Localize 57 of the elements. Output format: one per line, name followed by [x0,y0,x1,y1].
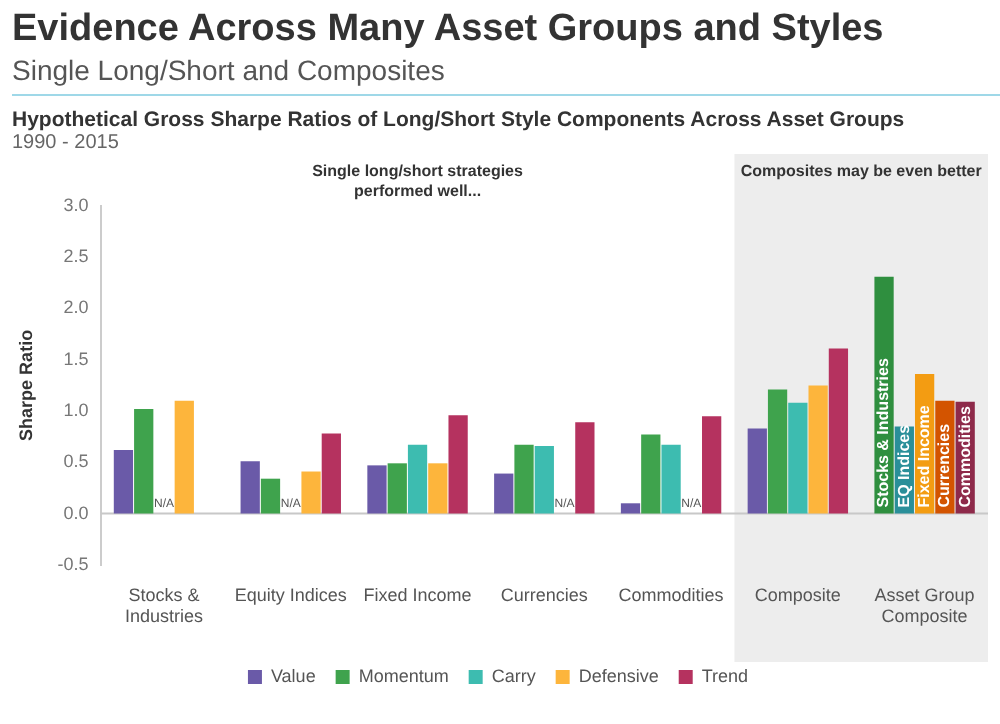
bar [747,428,767,514]
legend-label: Defensive [578,665,659,686]
x-tick-label: Currencies [500,584,589,605]
bar [661,444,681,514]
legend-label: Value [270,665,316,686]
series-label: EQ Indices [894,423,913,508]
y-tick-label: 0.0 [63,502,89,523]
y-tick-label: 2.0 [63,297,89,318]
series-label: Fixed Income [915,404,934,508]
bar [788,402,808,514]
x-tick-label: Composite [754,584,841,605]
y-tick-label: 0.5 [63,451,89,472]
series-label: Currencies [935,422,954,508]
bar [828,348,849,514]
x-tick-label: Stocks & Industries [124,584,205,627]
bar [494,473,514,514]
y-tick-label: 2.5 [63,246,89,267]
bar [534,445,554,514]
text: Single long/short strategies performed well... [312,162,524,201]
x-tick-label: Fixed Income [363,584,472,605]
series-label: Stocks & Industries [874,357,893,508]
bar [407,444,428,514]
y-tick-label: 1.5 [63,348,89,369]
bar [448,415,468,514]
y-axis-title: Sharpe Ratio [15,328,36,441]
text: Hypothetical Gross Sharpe Ratios of Long/Short Style Components Across Asset Groups [12,108,907,132]
bar [702,416,722,514]
bar [808,385,828,514]
y-tick-label: 1.0 [63,400,89,420]
x-tick-label: Equity Indices [234,584,348,605]
bar [134,408,154,514]
bar [387,463,407,514]
bar [575,422,595,514]
text: Composites may be even better [740,162,982,181]
bar [641,434,661,514]
text: 1990 - 2015 [12,132,121,154]
legend-label: Trend [701,665,749,686]
series-label: Commodities [955,405,974,508]
x-tick-label: Commodities [618,584,725,605]
bar [174,400,194,514]
legend-label: Momentum [358,665,449,686]
bar [367,465,387,514]
bar [767,389,788,514]
bar [240,461,260,514]
bar [514,444,534,514]
chart-subtitle: Single Long/Short and Composites [12,54,1000,96]
y-tick-label: 3.0 [63,194,89,215]
legend-label: Carry [491,665,537,686]
bar [321,433,341,514]
bar [620,503,641,514]
y-tick-label: -0.5 [57,553,89,574]
bar [428,463,448,514]
bar [301,471,321,514]
bar [260,478,281,514]
x-tick-label: Asset Group Composite [874,584,975,627]
chart-title: Evidence Across Many Asset Groups and Styles [12,8,886,52]
bar [113,449,134,514]
